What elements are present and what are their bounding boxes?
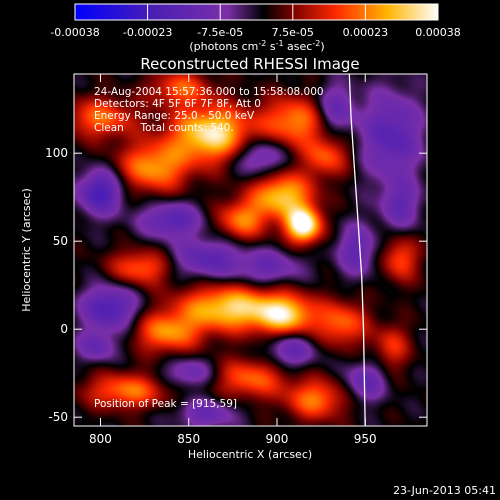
- colorbar-units: (photons cm-2 s-1 asec-2): [189, 39, 324, 53]
- annotation-peak-position: Position of Peak = [915,59]: [94, 398, 237, 410]
- colorbar-tick-label: 7.5e-05: [272, 26, 314, 39]
- colorbar-tick-label: -0.00038: [50, 26, 99, 39]
- x-tick-label: 900: [266, 432, 289, 446]
- colorbar-tick-label: -7.5e-05: [197, 26, 243, 39]
- heatmap-image: [74, 74, 427, 426]
- solar-limb-curve: [348, 74, 366, 426]
- annotation-time-range: 24-Aug-2004 15:57:36.000 to 15:58:08.000: [94, 86, 324, 98]
- colorbar-tick-label: 0.00023: [343, 26, 389, 39]
- axis-ticks: 800 850 900 950 -50 0 50 100: [45, 74, 427, 446]
- annotation-energy-range: Energy Range: 25.0 - 50.0 keV: [94, 110, 255, 122]
- y-axis-label: Heliocentric Y (arcsec): [20, 188, 33, 312]
- y-tick-label: 100: [45, 146, 68, 160]
- colorbar-tick-label: 0.00038: [415, 26, 461, 39]
- y-tick-label: -50: [48, 410, 68, 424]
- colorbar-tick-label: -0.00023: [123, 26, 172, 39]
- x-tick-label: 950: [354, 432, 377, 446]
- colorbar-ticks: -0.00038 -0.00023 -7.5e-05 7.5e-05 0.00023 0.…: [50, 4, 461, 39]
- chart-title: Reconstructed RHESSI Image: [140, 55, 359, 73]
- y-tick-label: 0: [60, 322, 68, 336]
- footer-timestamp: 23-Jun-2013 05:41: [393, 484, 496, 497]
- x-axis-label: Heliocentric X (arcsec): [188, 448, 312, 461]
- annotation-detectors: Detectors: 4F 5F 6F 7F 8F, Att 0: [94, 98, 261, 110]
- plot-frame: [73, 73, 428, 427]
- x-tick-label: 800: [89, 432, 112, 446]
- annotation-clean-counts: Clean Total counts: 540.: [94, 122, 234, 134]
- colorbar: [74, 3, 439, 21]
- x-tick-label: 850: [177, 432, 200, 446]
- y-tick-label: 50: [53, 234, 68, 248]
